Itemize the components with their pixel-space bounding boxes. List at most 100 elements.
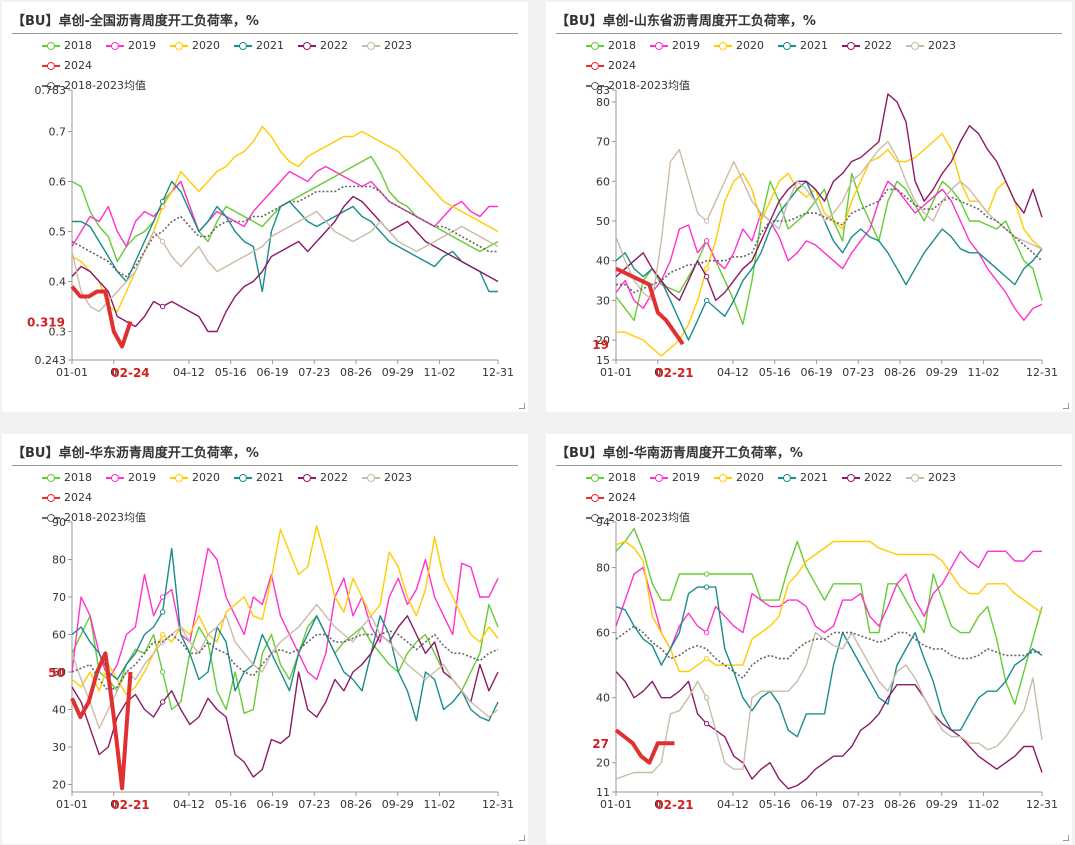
latest-value-label: 0.319	[27, 316, 65, 330]
series-point	[703, 265, 710, 272]
legend-marker-icon	[586, 61, 604, 71]
series-point	[159, 609, 166, 615]
chart-title: 【BU】卓创-华南沥青周度开工负荷率，%	[556, 446, 803, 461]
legend-item-avg[interactable]: 2018-2023均值	[586, 508, 690, 528]
legend-item-2021[interactable]: 2021	[778, 36, 828, 56]
legend-marker-icon	[170, 41, 188, 51]
series-line-2018	[615, 172, 1043, 325]
legend-marker-icon	[714, 41, 732, 51]
series-line-2019	[71, 547, 499, 681]
resize-handle[interactable]	[519, 835, 525, 841]
legend-item-2018[interactable]: 2018	[42, 36, 92, 56]
legend-label: 2018	[64, 39, 92, 52]
legend-item-2020[interactable]: 2020	[714, 468, 764, 488]
resize-handle[interactable]	[1063, 835, 1069, 841]
legend-item-avg[interactable]: 2018-2023均值	[42, 76, 146, 96]
legend-item-2022[interactable]: 2022	[842, 468, 892, 488]
series-point	[703, 218, 710, 224]
legend-item-2018[interactable]: 2018	[586, 468, 636, 488]
legend-item-2018[interactable]: 2018	[42, 468, 92, 488]
series-line-2024	[70, 651, 133, 791]
x-tick-label: 09-29	[382, 366, 414, 379]
chart-panel-shandong: 【BU】卓创-山东省沥青周度开工负荷率，% 2018 2019 2020 2021 20…	[546, 2, 1072, 412]
legend-item-2022[interactable]: 2022	[842, 36, 892, 56]
legend-marker-icon	[906, 41, 924, 51]
x-tick-label: 09-29	[926, 798, 958, 811]
y-tick-label: 70	[52, 591, 66, 604]
legend-marker-icon	[42, 81, 60, 91]
legend-item-2023[interactable]: 2023	[906, 36, 956, 56]
series-point	[703, 720, 710, 727]
latest-value-label: 19	[592, 338, 609, 352]
x-tick-label: 0	[654, 798, 661, 811]
legend-item-2021[interactable]: 2021	[234, 36, 284, 56]
resize-handle[interactable]	[519, 403, 525, 409]
legend-marker-icon	[586, 473, 604, 483]
legend-item-2019[interactable]: 2019	[106, 36, 156, 56]
y-tick-label: 20	[596, 334, 610, 347]
x-tick-label: 12-31	[1026, 366, 1058, 379]
x-tick-label: 09-29	[926, 366, 958, 379]
y-tick-label: 15	[596, 354, 610, 367]
x-tick-label: 07-23	[842, 366, 874, 379]
legend-item-2024[interactable]: 2024	[42, 56, 92, 76]
series-line-2018	[71, 603, 499, 714]
legend-item-2023[interactable]: 2023	[362, 468, 412, 488]
x-tick-label: 08-26	[884, 798, 916, 811]
series-line-2020	[71, 525, 499, 696]
legend-label: 2018-2023均值	[64, 79, 146, 92]
legend-item-2022[interactable]: 2022	[298, 36, 348, 56]
chart-panel-east-china: 【BU】卓创-华东沥青周度开工负荷率，% 2018 2019 2020 2021 202…	[2, 434, 528, 844]
y-tick-label: 30	[596, 294, 610, 307]
series-line-2021	[615, 586, 1043, 738]
chart-plot: 20 30 40 50 60 70 80 90 01-01 0 04-12 05-16 06-19 07-…	[48, 516, 514, 812]
series-point	[703, 273, 710, 280]
series-point	[159, 669, 166, 675]
legend-item-2021[interactable]: 2021	[234, 468, 284, 488]
legend-marker-icon	[650, 473, 668, 483]
legend-item-2019[interactable]: 2019	[106, 468, 156, 488]
legend-item-2024[interactable]: 2024	[586, 56, 636, 76]
legend-item-2023[interactable]: 2023	[362, 36, 412, 56]
legend-item-2020[interactable]: 2020	[170, 36, 220, 56]
x-tick-label: 01-01	[600, 798, 632, 811]
resize-handle[interactable]	[1063, 403, 1069, 409]
x-tick-label: 0	[654, 366, 661, 379]
legend-label: 2020	[736, 39, 764, 52]
legend-item-2018[interactable]: 2018	[586, 36, 636, 56]
legend-item-2022[interactable]: 2022	[298, 468, 348, 488]
legend-marker-icon	[586, 81, 604, 91]
legend-marker-icon	[714, 473, 732, 483]
legend-marker-icon	[362, 41, 380, 51]
legend-item-2020[interactable]: 2020	[170, 468, 220, 488]
legend-item-2024[interactable]: 2024	[586, 488, 636, 508]
legend-item-avg[interactable]: 2018-2023均值	[586, 76, 690, 96]
y-tick-label: 90	[52, 516, 66, 529]
legend-label: 2021	[800, 39, 828, 52]
x-tick-label: 08-26	[884, 366, 916, 379]
legend-label: 2018-2023均值	[64, 511, 146, 524]
legend-item-2024[interactable]: 2024	[42, 488, 92, 508]
title-divider	[12, 33, 518, 34]
x-tick-label: 11-02	[968, 366, 1000, 379]
latest-date-label: 02-21	[655, 798, 693, 812]
y-tick-label: 0.4	[49, 276, 67, 289]
chart-panel-national: 【BU】卓创-全国沥青周度开工负荷率，% 2018 2019 2020 2021 202…	[2, 2, 528, 412]
legend-label: 2019	[672, 471, 700, 484]
legend-item-2023[interactable]: 2023	[906, 468, 956, 488]
title-divider	[556, 465, 1062, 466]
series-line-2019	[615, 550, 1042, 650]
legend-item-avg[interactable]: 2018-2023均值	[42, 508, 146, 528]
legend-label: 2023	[928, 39, 956, 52]
series-line-2021	[71, 547, 499, 722]
legend-item-2019[interactable]: 2019	[650, 36, 700, 56]
legend-marker-icon	[650, 41, 668, 51]
legend-marker-icon	[42, 473, 60, 483]
legend-label: 2024	[608, 491, 636, 504]
legend-item-2020[interactable]: 2020	[714, 36, 764, 56]
x-tick-label: 05-16	[215, 798, 247, 811]
x-tick-label: 04-12	[717, 798, 749, 811]
x-tick-label: 04-12	[717, 366, 749, 379]
legend-item-2019[interactable]: 2019	[650, 468, 700, 488]
legend-item-2021[interactable]: 2021	[778, 468, 828, 488]
